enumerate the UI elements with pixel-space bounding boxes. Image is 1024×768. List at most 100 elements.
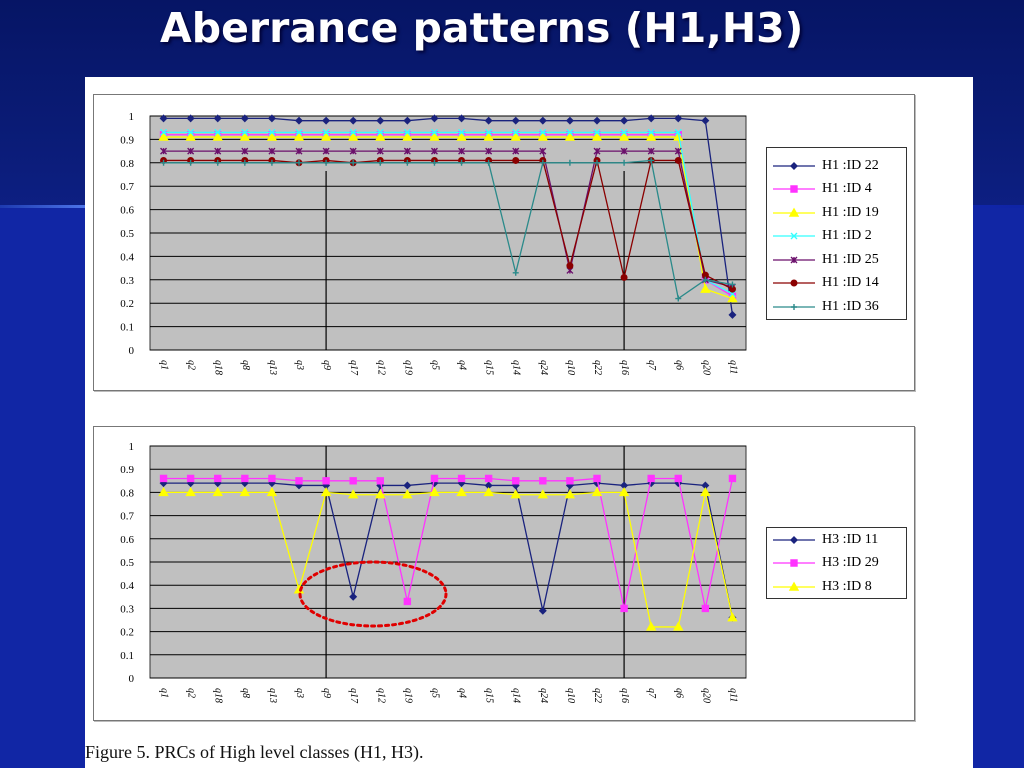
chart-h3-data-point xyxy=(647,474,655,483)
chart-h1-x-tick-label: q18 xyxy=(213,360,224,375)
chart-h3-y-tick-label: 0.9 xyxy=(120,464,134,476)
chart-h1-x-tick-label: q4 xyxy=(457,360,468,370)
chart-h1-data-point xyxy=(728,310,737,319)
chart-h1-data-point xyxy=(212,131,223,141)
chart-h1-data-point xyxy=(674,156,682,164)
chart-h3-data-point xyxy=(158,486,169,497)
chart-h3-data-point xyxy=(430,474,439,483)
chart-h1-data-point xyxy=(593,116,601,125)
chart-h1-series-line xyxy=(163,117,734,315)
chart-h1-x-tick-label: q15 xyxy=(484,360,495,375)
chart-h1-x-tick-label: q22 xyxy=(592,360,603,375)
chart-h1-data-point xyxy=(539,147,547,155)
chart-h1-x-tick-label: q8 xyxy=(240,360,251,370)
chart-h1-data-point xyxy=(593,147,601,155)
chart-h1-data-point xyxy=(322,128,330,136)
chart-h1-x-tick-label: q16 xyxy=(619,360,630,375)
chart-h1-x-tick-label: q17 xyxy=(348,360,359,376)
chart-h3-x-tick-label: q22 xyxy=(592,688,603,703)
chart-h1-data-point xyxy=(621,159,628,166)
chart-h1-y-tick-label: 0.6 xyxy=(120,205,134,217)
figure-panel: 0 0.1 0.2 0.3 0.4 0.5 0.6 0.7 0.8 0.9 1 q1 q2 q18 q8 q1… xyxy=(85,77,973,768)
chart-h1-data-point xyxy=(675,295,682,302)
legend-swatch xyxy=(773,559,815,567)
chart-h1-data-point xyxy=(593,128,601,136)
chart-h3-y-tick-label: 0.2 xyxy=(120,627,134,639)
legend-label: H3 :ID 11 xyxy=(822,531,879,547)
chart-h1-data-point xyxy=(159,114,168,123)
chart-h3-data-point xyxy=(566,477,574,485)
legend-swatch-marker xyxy=(790,535,798,544)
chart-h3-x-tick-label: q18 xyxy=(213,688,224,703)
chart-h3-data-point xyxy=(512,477,520,485)
chart-h3-x-tick-label: q1 xyxy=(159,688,170,698)
chart-h1-data-point xyxy=(566,262,574,270)
chart-h3-plot: 0 0.1 0.2 0.3 0.4 0.5 0.6 0.7 0.8 0.9 1 q1 q2 q18 q8 q1… xyxy=(120,441,747,704)
legend-item: H1 :ID 14 xyxy=(767,272,906,296)
chart-h1-data-point xyxy=(240,114,249,123)
legend-swatch xyxy=(773,581,815,591)
chart-h1-data-point xyxy=(700,283,711,293)
chart-h3-data-point xyxy=(484,474,493,483)
chart-h3-x-tick-label: q9 xyxy=(321,688,332,698)
chart-h1-data-point xyxy=(296,159,302,166)
chart-h1-data-point xyxy=(268,147,276,155)
legend-swatch-marker xyxy=(788,581,800,591)
chart-h1-data-point xyxy=(485,147,493,155)
chart-h1-x-tick-label: q20 xyxy=(700,360,711,375)
chart-h1-series-line xyxy=(163,136,733,300)
chart-h3-y-tick-label: 0 xyxy=(129,673,135,685)
chart-h3-series-line xyxy=(163,491,734,628)
chart-h3-data-point xyxy=(214,474,222,483)
chart-h1-data-point xyxy=(295,147,303,155)
chart-h3-data-point xyxy=(510,489,521,499)
chart-h1-data-point xyxy=(512,156,520,164)
chart-h1-data-point xyxy=(512,128,520,136)
legend-swatch xyxy=(773,161,815,170)
chart-h3-x-tick-label: q15 xyxy=(484,688,495,703)
chart-h1-data-point xyxy=(538,116,547,125)
chart-h1-data-point xyxy=(160,147,168,155)
chart-h3-data-point xyxy=(539,477,547,485)
chart-h1-data-point xyxy=(322,147,330,155)
chart-h3-highlight-ellipse xyxy=(298,560,448,628)
legend-swatch-marker xyxy=(790,232,798,240)
chart-h1-data-point xyxy=(483,131,494,141)
legend-item: H1 :ID 25 xyxy=(767,248,906,272)
legend-swatch xyxy=(773,535,815,544)
chart-h3-data-point xyxy=(212,486,223,497)
legend-item: H1 :ID 4 xyxy=(767,178,906,202)
chart-h1-data-point xyxy=(429,131,440,141)
chart-h1-data-point xyxy=(645,131,657,141)
chart-h1-plot: 0 0.1 0.2 0.3 0.4 0.5 0.6 0.7 0.8 0.9 1 q1 q2 q18 q8 q1… xyxy=(120,111,747,376)
chart-h1-data-point xyxy=(674,147,682,155)
chart-h1-data-point xyxy=(349,147,357,155)
chart-h1-data-point xyxy=(214,128,222,136)
chart-h1-legend: H1 :ID 22 H1 :ID 4 H1 :ID 19 H1 :ID 2 H1 :ID… xyxy=(766,147,907,320)
chart-h1-data-point xyxy=(620,147,628,155)
chart-h1-data-point xyxy=(295,128,303,136)
chart-h3-x-tick-label: q17 xyxy=(348,688,359,704)
chart-h1-y-tick-label: 0.2 xyxy=(120,298,134,310)
chart-h1-y-tick-label: 0.9 xyxy=(120,134,134,146)
chart-h1-data-point xyxy=(729,281,736,288)
chart-h3-data-point xyxy=(376,477,384,485)
slide-title: Aberrance patterns (H1,H3) xyxy=(160,4,804,52)
chart-h3-x-tick-label: q7 xyxy=(646,688,657,699)
chart-h3-data-point xyxy=(564,489,576,499)
legend-label: H1 :ID 4 xyxy=(822,181,872,197)
legend-swatch xyxy=(773,232,815,240)
chart-h1-data-point xyxy=(430,147,438,155)
chart-h1-data-point xyxy=(594,159,600,166)
chart-h1: 0 0.1 0.2 0.3 0.4 0.5 0.6 0.7 0.8 0.9 1 q1 q2 q18 q8 q1… xyxy=(93,94,915,391)
chart-h1-data-point xyxy=(457,114,466,123)
legend-swatch-marker xyxy=(790,161,798,170)
legend-swatch xyxy=(773,256,815,264)
chart-h1-data-point xyxy=(511,116,520,125)
chart-h1-data-point xyxy=(349,116,358,125)
chart-h3-x-tick-label: q6 xyxy=(673,688,684,698)
chart-h3-data-point xyxy=(591,486,603,497)
chart-h3-x-tick-label: q11 xyxy=(727,688,738,702)
chart-h1-data-point xyxy=(566,159,573,166)
chart-h1-data-point xyxy=(485,128,493,136)
